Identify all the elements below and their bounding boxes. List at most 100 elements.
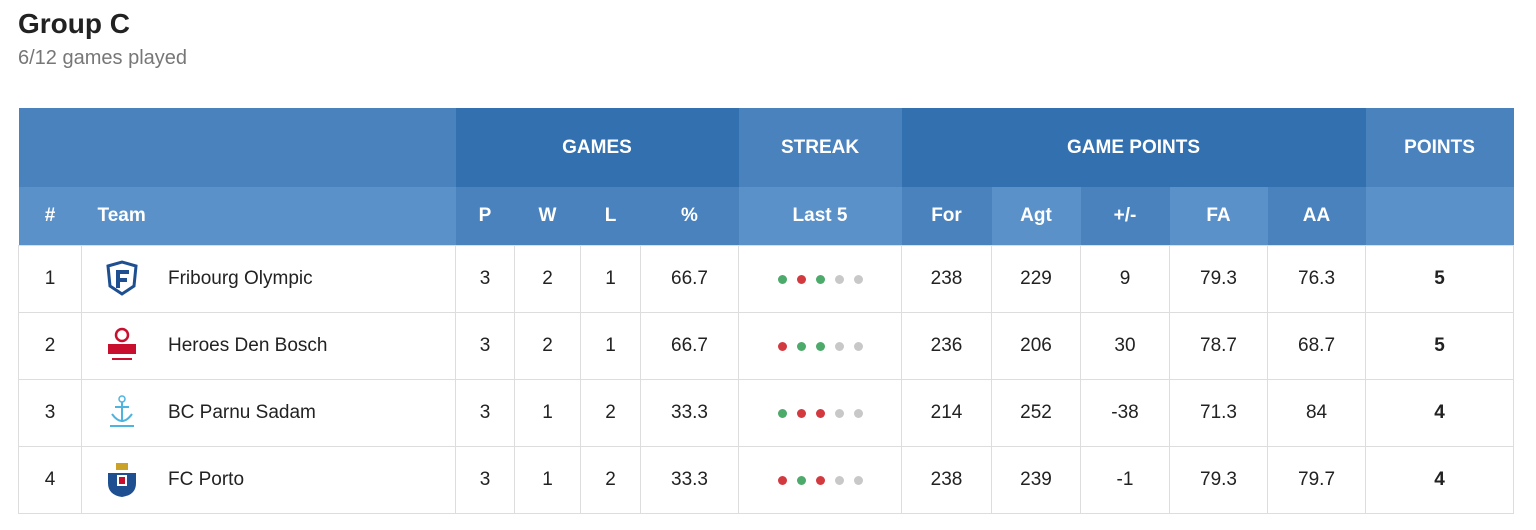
streak-dot (777, 275, 787, 284)
team-name: BC Parnu Sadam (168, 402, 316, 424)
rank: 3 (18, 379, 82, 447)
stat: 84 (1266, 379, 1367, 447)
stat: 1 (514, 446, 581, 514)
table-body: 1 Fribourg Olympic 3 2 1 66.7 238 229 9 79.3 76.3 5… (18, 245, 1515, 514)
stat: 33.3 (640, 446, 739, 514)
streak-dot (834, 275, 844, 284)
stat: 1 (580, 312, 641, 380)
group-header: GAME POINTS (901, 108, 1366, 187)
streak-dot (853, 275, 863, 284)
stat: 206 (991, 312, 1081, 380)
stat: -1 (1080, 446, 1170, 514)
stat: 79.3 (1169, 245, 1268, 313)
stat: 71.3 (1169, 379, 1268, 447)
streak-dot (853, 342, 863, 351)
group-header-row: GAMES STREAK GAME POINTS POINTS (18, 108, 1514, 187)
team-row: 4 FC Porto 3 1 2 33.3 238 239 -1 79.3 79.7 4 (18, 446, 1515, 514)
streak-dot (777, 476, 787, 485)
team-name: Fribourg Olympic (168, 268, 313, 290)
stat: 3 (455, 245, 515, 313)
column-header: +/- (1080, 187, 1170, 246)
stat: 1 (514, 379, 581, 447)
column-header-row: # Team P W L % Last 5 For Agt +/- FA AA (18, 187, 1514, 246)
streak-dot (796, 409, 806, 418)
team-row: 2 Heroes Den Bosch 3 2 1 66.7 236 206 30 78.7 68.7… (18, 312, 1515, 380)
stat: 2 (514, 312, 581, 380)
streak-dot (853, 409, 863, 418)
stat: 2 (580, 379, 641, 447)
rank: 1 (18, 245, 82, 313)
column-header: P (455, 187, 515, 246)
points: 5 (1365, 312, 1515, 380)
header-cell (1365, 187, 1514, 246)
games-played: 6/12 games played (18, 47, 188, 69)
column-header: Last 5 (738, 187, 902, 246)
column-header: L (580, 187, 641, 246)
column-header: AA (1267, 187, 1366, 246)
streak-dot (834, 476, 844, 485)
streak-dot (815, 476, 825, 485)
stat: 252 (991, 379, 1081, 447)
stat: 238 (901, 446, 992, 514)
stat: 68.7 (1266, 312, 1367, 380)
column-header: # (18, 187, 82, 246)
streak-dot (815, 409, 825, 418)
streak-dot (796, 476, 806, 485)
stat: 239 (991, 446, 1081, 514)
group-title: Group C (18, 8, 130, 39)
streak-cell (738, 379, 902, 447)
stat: 236 (901, 312, 992, 380)
header-cell (18, 108, 456, 187)
points: 5 (1365, 245, 1515, 313)
column-header: For (901, 187, 992, 246)
stat: 78.7 (1169, 312, 1268, 380)
streak-dot (815, 275, 825, 284)
streak-dot (777, 342, 787, 351)
team-logo (106, 260, 138, 296)
streak-cell (738, 446, 902, 514)
streak-dot (834, 409, 844, 418)
column-header: Agt (991, 187, 1081, 246)
group-header: GAMES (455, 108, 739, 187)
column-header: Team (81, 187, 456, 246)
team-name: Heroes Den Bosch (168, 335, 328, 357)
team-cell: Fribourg Olympic (81, 245, 456, 313)
points: 4 (1365, 446, 1515, 514)
streak-dot (815, 342, 825, 351)
streak-dot (796, 342, 806, 351)
stat: 79.3 (1169, 446, 1268, 514)
column-header: % (640, 187, 739, 246)
stat: 2 (514, 245, 581, 313)
stat: -38 (1080, 379, 1170, 447)
stat: 33.3 (640, 379, 739, 447)
team-logo (108, 327, 136, 360)
rank: 4 (18, 446, 82, 514)
points: 4 (1365, 379, 1515, 447)
rank: 2 (18, 312, 82, 380)
team-cell: BC Parnu Sadam (81, 379, 456, 447)
streak-dot (777, 409, 787, 418)
stat: 30 (1080, 312, 1170, 380)
stat: 238 (901, 245, 992, 313)
streak-dot (853, 476, 863, 485)
streak-dot (796, 275, 806, 284)
column-header: W (514, 187, 581, 246)
group-header: POINTS (1365, 108, 1514, 187)
column-header: FA (1169, 187, 1268, 246)
stat: 1 (580, 245, 641, 313)
stat: 79.7 (1266, 446, 1367, 514)
team-logo (108, 463, 136, 497)
stat: 9 (1080, 245, 1170, 313)
team-cell: FC Porto (81, 446, 456, 514)
team-logo (110, 395, 134, 427)
streak-cell (738, 245, 902, 313)
team-cell: Heroes Den Bosch (81, 312, 456, 380)
group-header: STREAK (738, 108, 902, 187)
team-row: 1 Fribourg Olympic 3 2 1 66.7 238 229 9 79.3 76.3 5 (18, 245, 1515, 313)
streak-dot (834, 342, 844, 351)
stat: 2 (580, 446, 641, 514)
stat: 76.3 (1266, 245, 1367, 313)
stat: 66.7 (640, 312, 739, 380)
